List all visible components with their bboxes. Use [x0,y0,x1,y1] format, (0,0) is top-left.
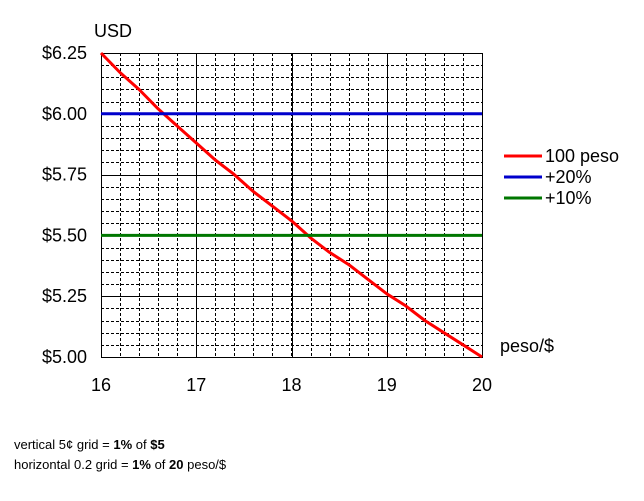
legend-label: +10% [545,188,592,208]
y-tick-label: $6.00 [42,104,87,124]
y-tick-label: $5.50 [42,225,87,245]
legend-label: +20% [545,167,592,187]
note-text: peso/$ [183,457,227,472]
exchange-rate-chart: $5.00 $5.25 $5.50 $5.75 $6.00 $6.25 16 17 18 19 20… [42,21,619,395]
note-bold: 20 [169,457,184,472]
note-text: of [132,437,151,452]
y-tick-label: $6.25 [42,43,87,63]
note-text: horizontal 0.2 grid = [14,457,133,472]
grid-note-vertical: vertical 5¢ grid = 1% of $5 [14,437,165,452]
note-text: of [150,457,170,472]
note-bold: 1% [113,437,133,452]
x-tick-label: 17 [186,375,206,395]
x-tick-label: 16 [91,375,111,395]
grid-note-horizontal: horizontal 0.2 grid = 1% of 20 peso/$ [14,457,226,472]
legend-label: 100 peso [545,146,619,166]
note-bold: $5 [150,437,165,452]
plot-frame [101,53,483,358]
y-tick-label: $5.25 [42,286,87,306]
y-axis-label: USD [94,21,132,41]
note-bold: 1% [132,457,151,472]
x-axis-label: peso/$ [500,336,554,356]
note-text: vertical 5¢ grid = [14,437,114,452]
x-tick-label: 18 [281,375,301,395]
x-tick-label: 20 [472,375,492,395]
x-tick-label: 19 [377,375,397,395]
y-tick-label: $5.00 [42,347,87,367]
y-tick-label: $5.75 [42,165,87,185]
